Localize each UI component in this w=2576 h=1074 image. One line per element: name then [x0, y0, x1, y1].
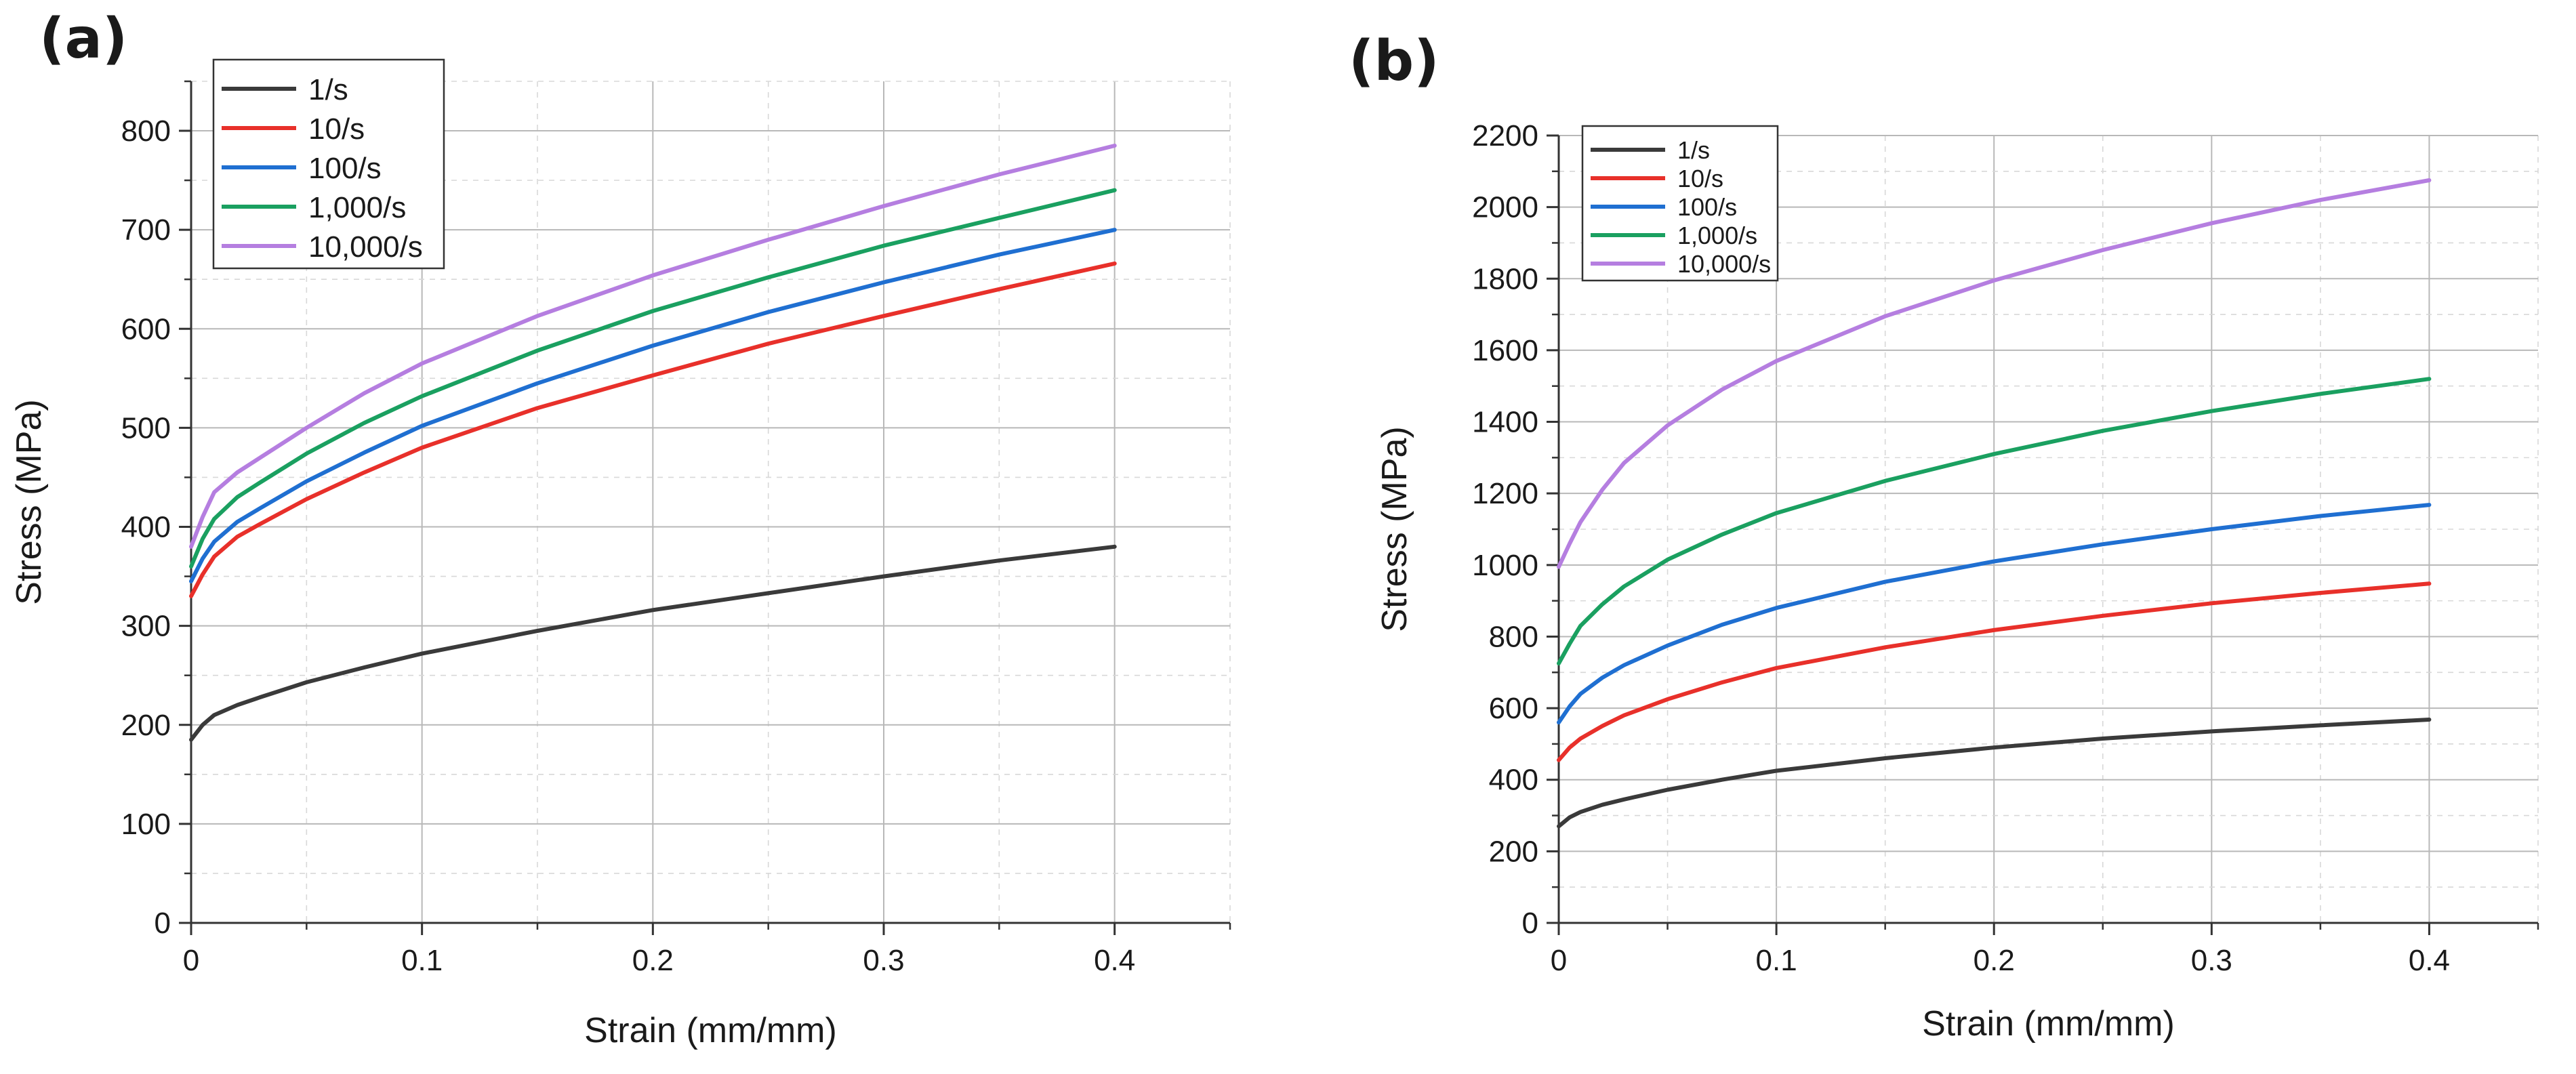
series-line-b-2: [1557, 503, 2432, 725]
x-tick-label: 0: [1551, 944, 1567, 977]
series-line-b-1: [1557, 581, 2432, 762]
y-tick-label: 2200: [1472, 119, 1538, 152]
y-tick-label: 700: [121, 213, 171, 247]
x-tick-label: 0.2: [632, 944, 674, 977]
legend-label: 100/s: [308, 152, 382, 185]
legend-label: 1,000/s: [308, 191, 406, 224]
y-tick-label: 2000: [1472, 191, 1538, 224]
y-tick-label: 800: [1489, 620, 1538, 653]
x-tick-label: 0.4: [1094, 944, 1135, 977]
x-axis-label-b: Strain (mm/mm): [1922, 1004, 2175, 1044]
x-axis-label-a: Strain (mm/mm): [584, 1011, 837, 1050]
legend-label: 1,000/s: [1677, 222, 1757, 249]
series-line-b-3: [1557, 377, 2432, 666]
legend-label: 10/s: [1677, 165, 1723, 192]
y-tick-label: 800: [121, 115, 171, 148]
y-tick-label: 500: [121, 411, 171, 445]
y-tick-label: 1000: [1472, 549, 1538, 582]
series-line-a-1: [189, 261, 1117, 598]
x-tick-label: 0: [183, 944, 199, 977]
x-tick-label: 0.4: [2409, 944, 2450, 977]
series-line-a-0: [189, 544, 1117, 742]
y-tick-label: 600: [1489, 692, 1538, 725]
y-tick-label: 1400: [1472, 406, 1538, 439]
x-tick-label: 0.1: [401, 944, 443, 977]
series-line-b-0: [1557, 718, 2432, 829]
y-tick-label: 1200: [1472, 477, 1538, 510]
panel-label-b: (b): [1349, 29, 1439, 94]
legend-label: 10,000/s: [308, 230, 423, 264]
y-axis-label-a: Stress (MPa): [9, 399, 49, 604]
y-tick-label: 600: [121, 312, 171, 346]
y-tick-label: 400: [121, 511, 171, 544]
series-line-a-4: [189, 144, 1117, 549]
y-tick-label: 100: [121, 808, 171, 841]
legend-box: [212, 58, 445, 270]
legend-label: 1/s: [1677, 136, 1710, 164]
y-tick-label: 0: [155, 907, 171, 940]
legend-label: 1/s: [308, 73, 348, 106]
series-line-b-4: [1557, 178, 2432, 569]
series-line-a-2: [189, 228, 1117, 583]
series-line-a-3: [189, 188, 1117, 569]
legend-label: 100/s: [1677, 193, 1737, 221]
y-tick-label: 1800: [1472, 262, 1538, 295]
y-tick-label: 300: [121, 610, 171, 643]
chart-panel-b: (b) 0 0.1 0.2 0.3 0.4 0 200 400 600 800 1000 1200 140…: [1349, 29, 2539, 1044]
legend-a: 1/s 10/s 100/s 1,000/s 10,000/s: [212, 58, 445, 270]
x-tick-label: 0.3: [2191, 944, 2232, 977]
y-axis-label-b: Stress (MPa): [1375, 426, 1414, 632]
y-tick-label: 200: [121, 709, 171, 742]
y-tick-label: 200: [1489, 835, 1538, 868]
legend-label: 10,000/s: [1677, 250, 1771, 278]
x-tick-label: 0.1: [1756, 944, 1797, 977]
y-tick-label: 400: [1489, 764, 1538, 797]
x-tick-label: 0.2: [1974, 944, 2015, 977]
legend-label: 10/s: [308, 112, 365, 146]
y-tick-label: 0: [1522, 907, 1538, 940]
chart-panel-a: (a) 0 0.1 0.2 0.3 0.4 0 100 200 300 400 500 600 700 80…: [9, 7, 1231, 1050]
panel-label-a: (a): [39, 7, 127, 71]
y-tick-label: 1600: [1472, 334, 1538, 367]
x-tick-label: 0.3: [863, 944, 904, 977]
